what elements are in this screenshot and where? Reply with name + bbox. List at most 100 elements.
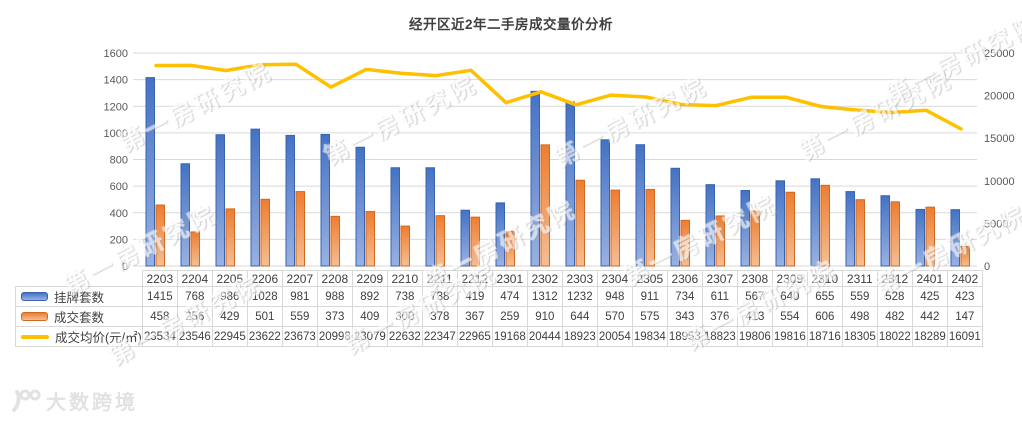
legend-cell-avg-price: 成交均价(元/㎡) — [15, 326, 143, 347]
value-avg-price-2302: 20444 — [526, 326, 563, 347]
value-listed-2308: 567 — [736, 286, 773, 307]
bar-sold-2304 — [610, 189, 620, 267]
bar-sold-2209 — [365, 211, 375, 267]
bar-sold-2401 — [925, 206, 935, 267]
left-axis-tick: 1000 — [104, 128, 128, 140]
table-corner-cell — [16, 271, 143, 287]
bar-listed-2305 — [635, 144, 645, 267]
bar-listed-2302 — [530, 90, 540, 267]
value-avg-price-2206: 23622 — [246, 326, 283, 347]
bar-listed-2311 — [845, 191, 855, 267]
bar-listed-2204 — [180, 163, 190, 267]
value-listed-2307: 611 — [701, 286, 738, 307]
value-avg-price-2308: 19806 — [736, 326, 773, 347]
value-listed-2309: 640 — [771, 286, 808, 307]
value-avg-price-2209: 23079 — [351, 326, 388, 347]
value-listed-2304: 948 — [596, 286, 633, 307]
value-sold-2209: 409 — [351, 306, 388, 327]
category-header-2304: 2304 — [596, 270, 633, 287]
value-avg-price-2210: 22632 — [386, 326, 423, 347]
bar-sold-2305 — [645, 188, 655, 267]
bar-sold-2307 — [715, 215, 725, 267]
category-header-2309: 2309 — [771, 270, 808, 287]
category-header-2306: 2306 — [666, 270, 703, 287]
bar-listed-2203 — [145, 77, 155, 267]
value-sold-2205: 429 — [211, 306, 248, 327]
bar-listed-2310 — [810, 178, 820, 267]
value-avg-price-2303: 18923 — [561, 326, 598, 347]
bar-listed-2210 — [390, 167, 400, 267]
bar-sold-2309 — [785, 191, 795, 267]
bar-sold-2207 — [295, 191, 305, 267]
right-axis-tick: 5000 — [984, 218, 1008, 230]
combo-chart-plot: 0 200 400 600 800 1000 1200 1400 1600 0 5000 10000 1… — [104, 48, 1015, 273]
value-sold-2310: 606 — [806, 306, 843, 327]
bar-sold-2204 — [190, 231, 200, 267]
bar-listed-2301 — [495, 202, 505, 267]
value-sold-2211: 378 — [421, 306, 458, 327]
left-axis-tick: 800 — [110, 155, 128, 167]
bar-listed-2211 — [425, 167, 435, 267]
category-header-2401: 2401 — [911, 270, 948, 287]
value-sold-2210: 300 — [386, 306, 423, 327]
category-header-2207: 2207 — [281, 270, 318, 287]
category-header-2211: 2211 — [421, 270, 458, 287]
value-sold-2311: 498 — [841, 306, 878, 327]
value-avg-price-2312: 18022 — [876, 326, 913, 347]
value-sold-2308: 413 — [736, 306, 773, 327]
value-sold-2212: 367 — [456, 306, 493, 327]
bar-listed-2309 — [775, 180, 785, 267]
value-avg-price-2309: 19816 — [771, 326, 808, 347]
bar-listed-2208 — [320, 133, 330, 267]
bar-sold-2312 — [890, 201, 900, 267]
value-avg-price-2305: 19834 — [631, 326, 668, 347]
bar-sold-2208 — [330, 215, 340, 267]
value-sold-2207: 559 — [281, 306, 318, 327]
category-header-2208: 2208 — [316, 270, 353, 287]
bar-sold-2302 — [540, 144, 550, 267]
value-listed-2303: 1232 — [561, 286, 598, 307]
right-axis-tick: 0 — [984, 261, 990, 273]
value-listed-2401: 425 — [911, 286, 948, 307]
bar-sold-2303 — [575, 179, 585, 267]
value-sold-2312: 482 — [876, 306, 913, 327]
value-sold-2402: 147 — [946, 306, 983, 327]
value-sold-2206: 501 — [246, 306, 283, 327]
legend-swatch-avg-price — [21, 335, 49, 339]
value-avg-price-2304: 20054 — [596, 326, 633, 347]
value-listed-2205: 986 — [211, 286, 248, 307]
value-listed-2204: 768 — [176, 286, 213, 307]
value-avg-price-2310: 18716 — [806, 326, 843, 347]
chart-data-table: 2203 2204 2205 2206 2207 2208 2209 2210 2211 2212… — [15, 270, 983, 347]
series-row-sold: 成交套数 458 256 429 501 559 373 409 300 378 367 259 910… — [15, 306, 983, 327]
line-avg-price — [154, 62, 963, 131]
bar-listed-2307 — [705, 184, 715, 267]
value-listed-2211: 738 — [421, 286, 458, 307]
category-header-2312: 2312 — [876, 270, 913, 287]
value-sold-2305: 575 — [631, 306, 668, 327]
series-row-listed: 挂牌套数 1415 768 986 1028 981 988 892 738 738 419 474 1… — [15, 286, 983, 307]
bar-listed-2206 — [250, 128, 260, 267]
category-header-2209: 2209 — [351, 270, 388, 287]
value-sold-2303: 644 — [561, 306, 598, 327]
value-avg-price-2205: 22945 — [211, 326, 248, 347]
left-axis-tick: 0 — [122, 261, 128, 273]
category-header-2307: 2307 — [701, 270, 738, 287]
bar-sold-2203 — [155, 204, 165, 267]
legend-label-listed: 挂牌套数 — [54, 291, 105, 305]
bar-listed-2212 — [460, 209, 470, 267]
category-header-2302: 2302 — [526, 270, 563, 287]
right-axis-tick: 20000 — [984, 91, 1015, 103]
category-header-2204: 2204 — [176, 270, 213, 287]
value-avg-price-2301: 19168 — [491, 326, 528, 347]
value-avg-price-2401: 18289 — [911, 326, 948, 347]
bar-listed-2304 — [600, 139, 610, 267]
value-sold-2401: 442 — [911, 306, 948, 327]
bar-sold-2306 — [680, 219, 690, 267]
value-avg-price-2212: 22965 — [456, 326, 493, 347]
left-axis-tick: 200 — [110, 234, 128, 246]
bar-sold-2212 — [470, 216, 480, 267]
value-sold-2302: 910 — [526, 306, 563, 327]
logo-text: 大数跨境 — [46, 392, 138, 414]
legend-label-sold: 成交套数 — [54, 311, 105, 325]
